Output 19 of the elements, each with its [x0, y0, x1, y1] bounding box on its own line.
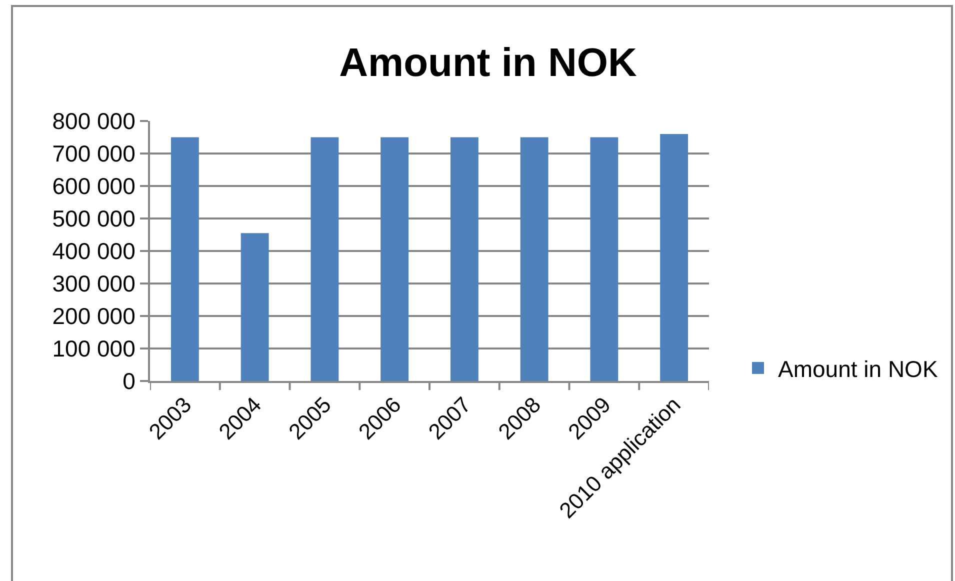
- y-tick-label: 0: [122, 368, 136, 394]
- y-tick-label: 100 000: [52, 336, 136, 362]
- bar: [590, 137, 618, 381]
- legend-label: Amount in NOK: [778, 356, 938, 382]
- bar: [450, 137, 478, 381]
- y-tick-label: 800 000: [52, 108, 136, 134]
- y-tick-label: 500 000: [52, 206, 136, 232]
- y-tick-label: 200 000: [52, 303, 136, 330]
- chart-title: Amount in NOK: [339, 41, 637, 85]
- y-tick-label: 300 000: [52, 270, 136, 297]
- y-tick-label: 700 000: [52, 140, 136, 167]
- bar: [170, 137, 199, 381]
- bar: [380, 137, 409, 381]
- bar: [240, 233, 269, 381]
- bar: [310, 137, 339, 381]
- bar: [660, 134, 688, 381]
- y-tick-label: 400 000: [52, 238, 136, 264]
- bar: [520, 137, 548, 381]
- y-tick-label: 600 000: [52, 173, 136, 200]
